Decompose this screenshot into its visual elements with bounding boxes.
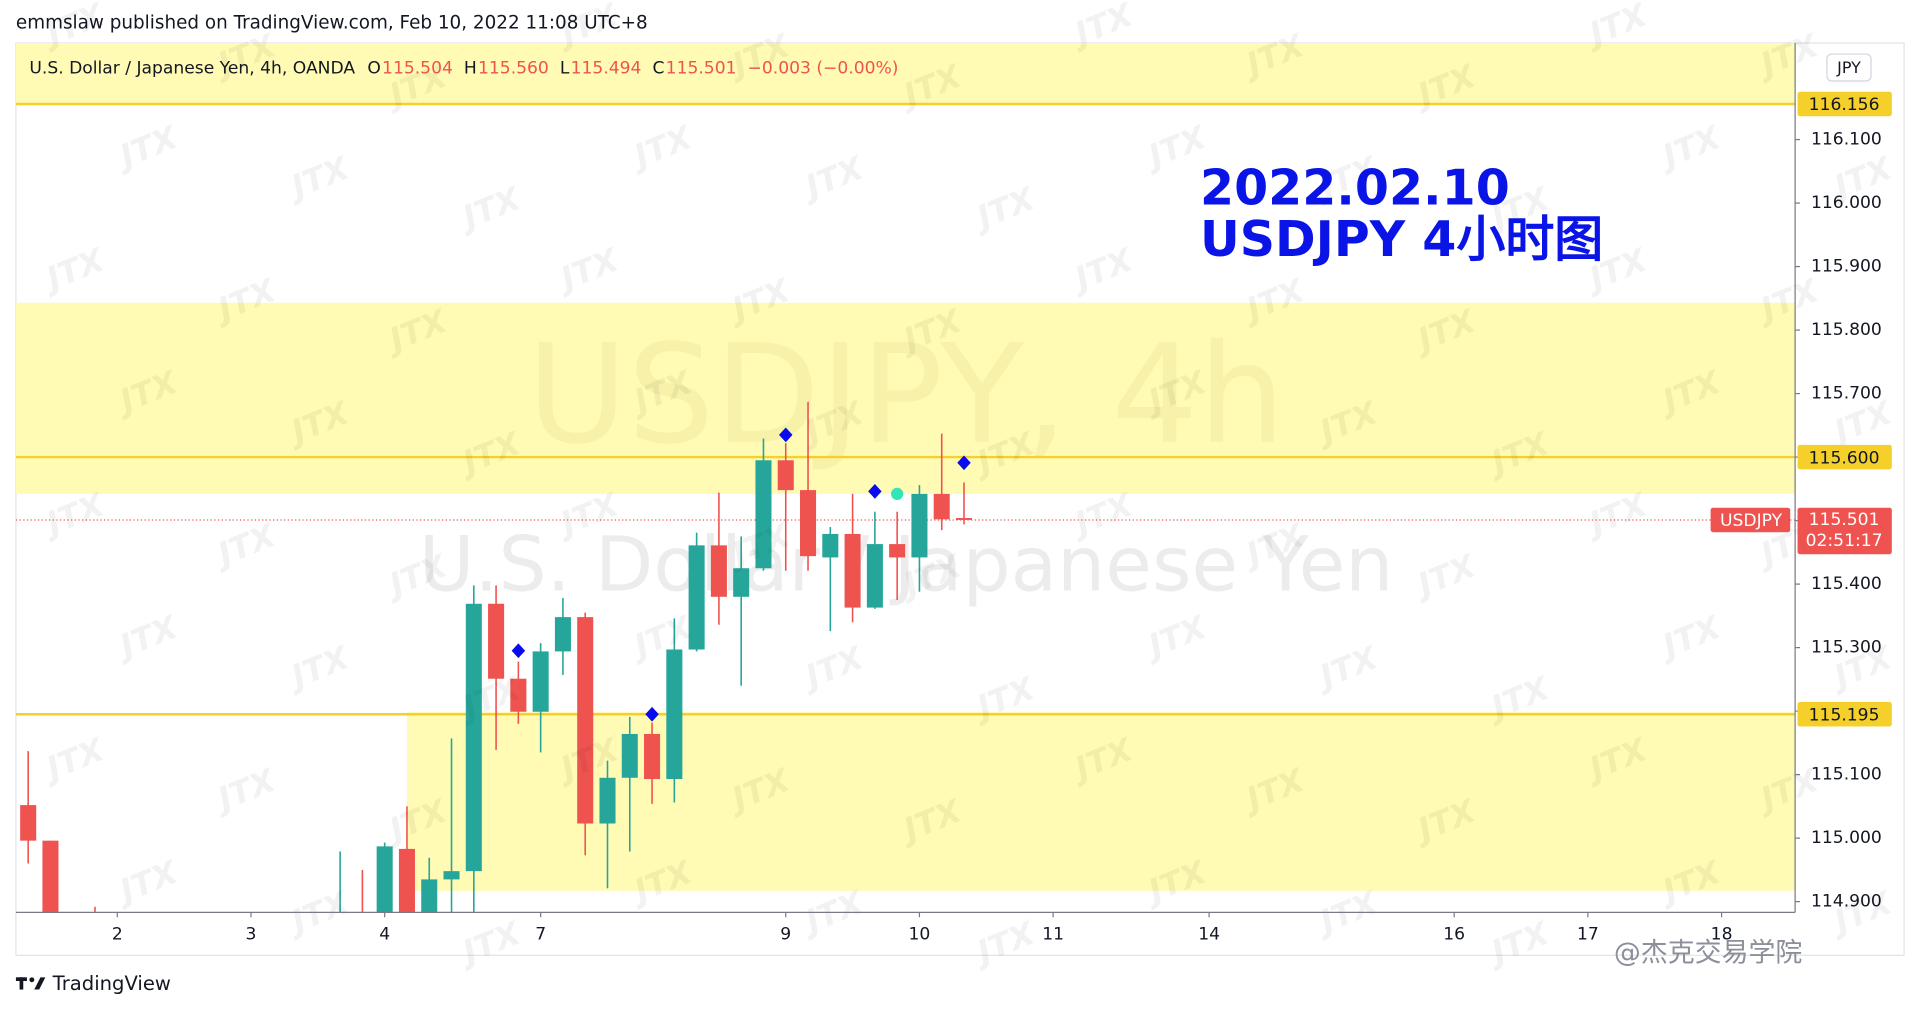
ohlc-value: 115.504 [382, 59, 453, 79]
level-price-label: 115.600 [1809, 448, 1880, 468]
candle-body [20, 805, 37, 841]
level-price-tag [1797, 444, 1892, 470]
x-tick-label: 2 [112, 924, 123, 944]
symbol-title: U.S. Dollar / Japanese Yen, 4h, OANDA [29, 59, 355, 79]
candle-body [421, 879, 438, 913]
candle-body [777, 460, 794, 491]
y-tick-label: 116.100 [1811, 130, 1882, 150]
countdown: 02:51:17 [1806, 531, 1883, 551]
x-tick-label: 9 [780, 924, 791, 944]
ohlc-key: C [652, 59, 664, 79]
currency-badge [1826, 53, 1872, 82]
zone [15, 302, 1796, 494]
ohlc-key: H [464, 59, 477, 79]
x-tick-label: 14 [1198, 924, 1220, 944]
signal-diamond [645, 706, 659, 722]
y-tick-label: 115.400 [1811, 574, 1882, 594]
footer-credit: @杰克交易学院 [1614, 938, 1803, 969]
y-tick-label: 115.100 [1811, 765, 1882, 785]
candle-body [911, 493, 928, 558]
footer-brand: TradingView [52, 972, 171, 995]
plot-area: USDJPY, 4h U.S. Dollar / Japanese Yen [15, 43, 1796, 913]
zone [15, 43, 1796, 104]
signal-circle [891, 487, 904, 501]
candle-body [733, 568, 750, 597]
candle-body [644, 733, 661, 780]
y-tick-label: 116.000 [1811, 193, 1882, 213]
last-price-tag [1797, 507, 1892, 555]
candle-body [844, 533, 861, 608]
x-tick-label: 16 [1443, 924, 1465, 944]
candle-body [443, 871, 460, 880]
y-tick-label: 115.700 [1811, 384, 1882, 404]
watermark-symbol: USDJPY, 4h [527, 316, 1285, 475]
candle-body [621, 733, 638, 778]
ohlc-value: 115.560 [478, 59, 549, 79]
annotation: 2022.02.10 [1200, 160, 1510, 217]
symbol-tag [1710, 507, 1791, 533]
signal-diamond [957, 455, 971, 471]
footer-logo [15, 977, 46, 990]
level-price-tag [1797, 91, 1892, 117]
zone [406, 711, 1796, 891]
candle-body [532, 651, 549, 712]
candle-body [577, 617, 594, 824]
level-price-tag [1797, 702, 1892, 727]
candle-body [42, 840, 59, 913]
candle-body [510, 678, 527, 712]
candle-body [933, 493, 950, 520]
candle-body [398, 848, 415, 913]
candle-body [488, 603, 505, 679]
candle-body [889, 544, 906, 558]
currency-label: JPY [1836, 58, 1861, 77]
y-tick-label: 114.900 [1811, 892, 1882, 912]
level-price-label: 116.156 [1809, 95, 1880, 115]
annotation: USDJPY 4小时图 [1200, 211, 1603, 268]
x-tick-label: 3 [246, 924, 257, 944]
last-price-label: 115.501 [1809, 510, 1880, 530]
ohlc-value: 115.494 [571, 59, 642, 79]
candle-body [376, 846, 393, 913]
ohlc-key: L [560, 59, 570, 79]
candle-body [554, 617, 571, 652]
signal-diamond [779, 427, 793, 443]
watermark-name: U.S. Dollar / Japanese Yen [419, 521, 1394, 609]
ohlc-key: O [367, 59, 380, 79]
y-tick-label: 115.900 [1811, 257, 1882, 277]
y-tick-label: 115.000 [1811, 828, 1882, 848]
change: −0.003 (−0.00%) [748, 59, 899, 79]
candle-body [465, 603, 482, 872]
y-tick-label: 115.300 [1811, 638, 1882, 658]
candle-body [755, 460, 772, 569]
candle-body [688, 545, 705, 650]
signal-diamond [511, 643, 526, 659]
candle-body [800, 490, 817, 557]
candle-body [666, 649, 683, 780]
level-price-label: 115.195 [1809, 706, 1880, 726]
ohlc-value: 115.501 [666, 59, 737, 79]
x-tick-label: 17 [1577, 924, 1599, 944]
x-tick-label: 10 [909, 924, 931, 944]
candle-body [866, 544, 883, 608]
candle-body [822, 533, 839, 558]
x-tick-label: 18 [1711, 924, 1733, 944]
candle-body [955, 518, 973, 520]
y-tick-label: 115.800 [1811, 320, 1882, 340]
x-tick-label: 11 [1042, 924, 1064, 944]
candle-body [710, 545, 727, 597]
symbol-label: USDJPY [1720, 511, 1783, 531]
x-tick-label: 7 [535, 924, 546, 944]
candle-body [599, 777, 616, 824]
header: emmslaw published on TradingView.com, Fe… [16, 12, 648, 33]
x-tick-label: 4 [379, 924, 390, 944]
